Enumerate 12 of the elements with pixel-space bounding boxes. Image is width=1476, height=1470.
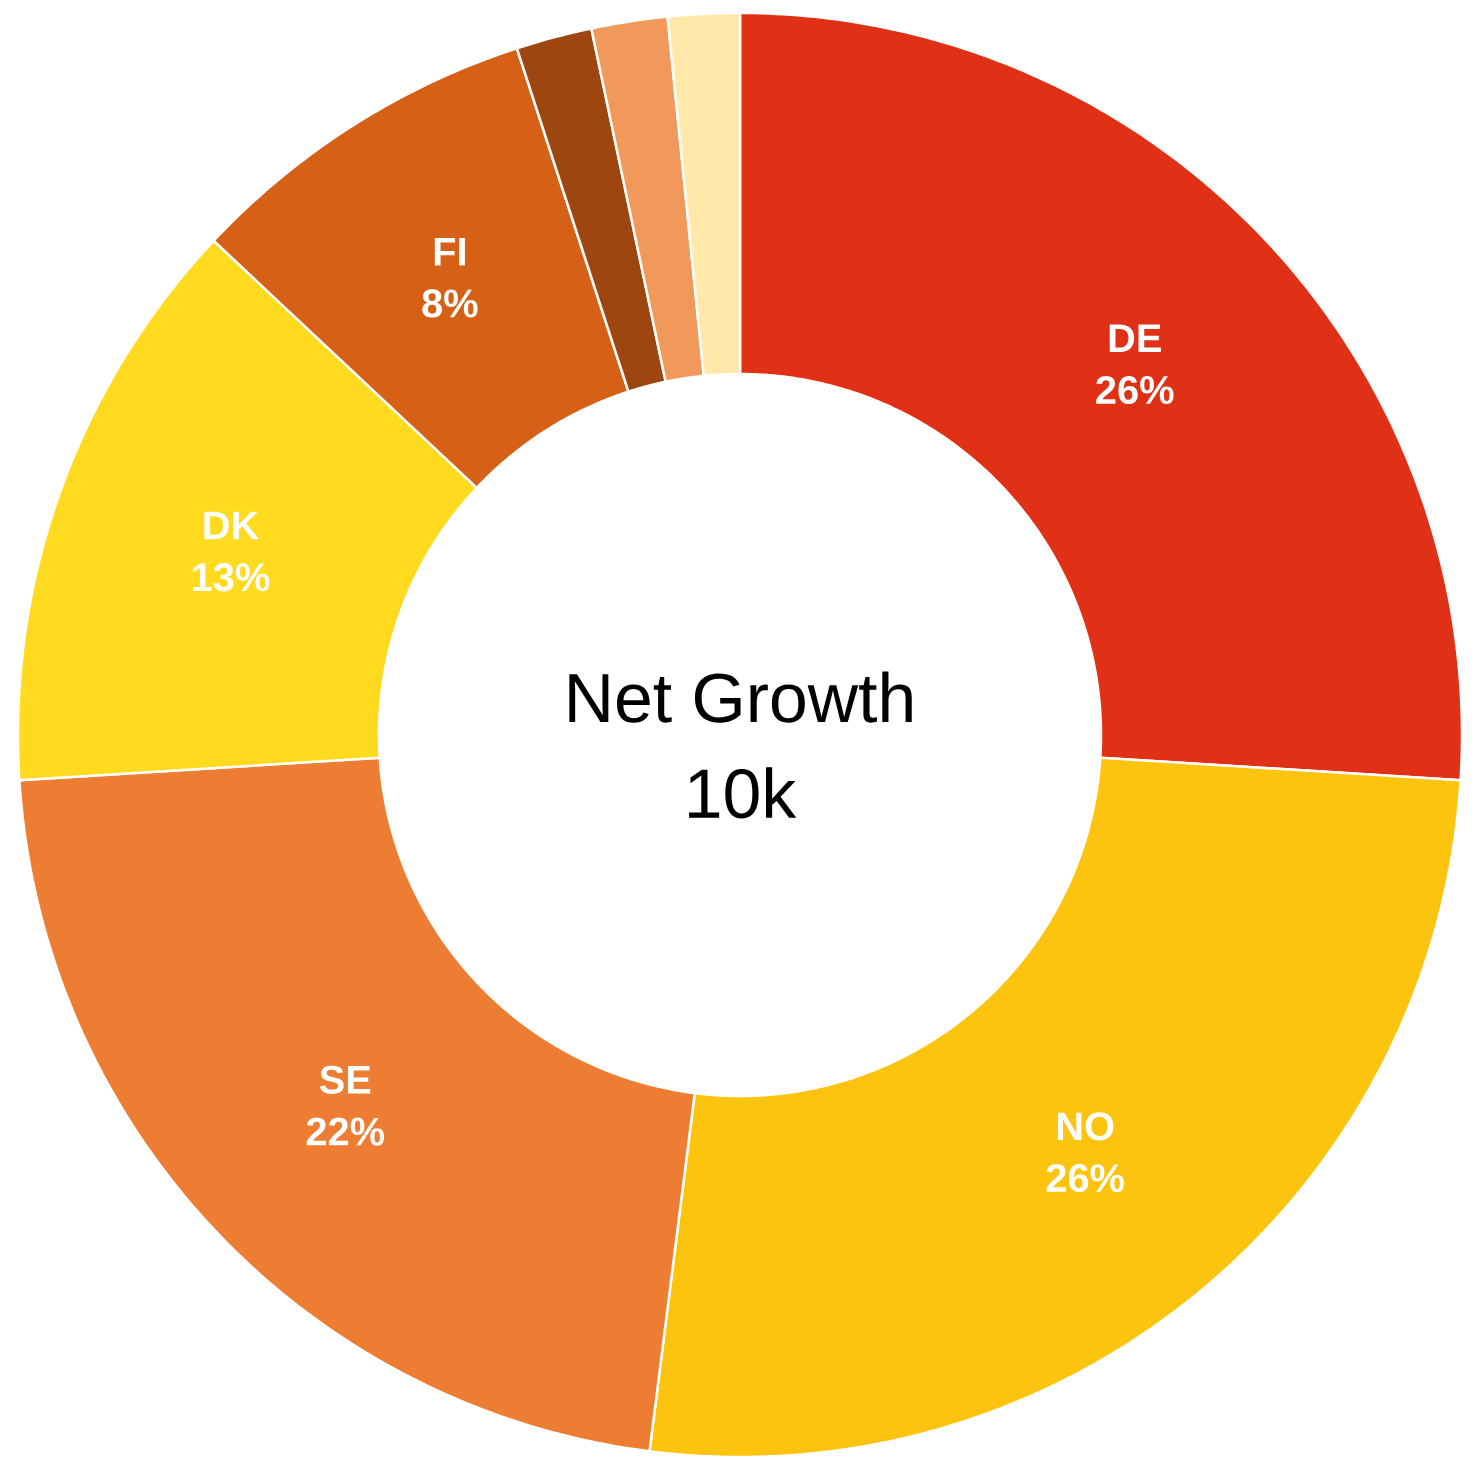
- slice-label: FI: [434, 237, 465, 266]
- slice-label: NO: [1057, 1112, 1114, 1141]
- slice-label: SE: [319, 1065, 371, 1094]
- data-label: 22%: [306, 1117, 385, 1146]
- text: 10k: [689, 767, 797, 819]
- data-label: 13%: [193, 563, 270, 592]
- slice-label: DK: [204, 511, 259, 540]
- slice-label: DE: [1109, 324, 1161, 352]
- data-label: 8%: [422, 289, 478, 318]
- data-label: 26%: [1096, 375, 1174, 405]
- data-label: 26%: [1046, 1164, 1124, 1193]
- text: Net Growth: [569, 671, 912, 723]
